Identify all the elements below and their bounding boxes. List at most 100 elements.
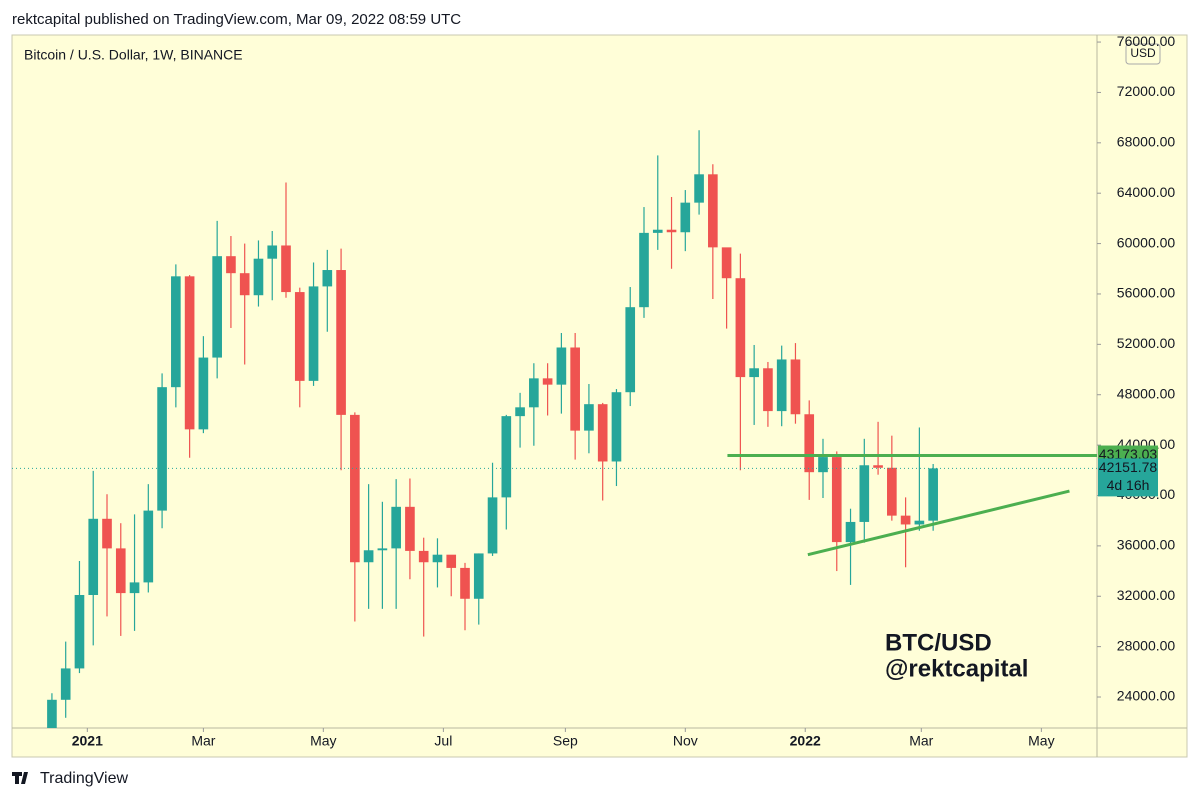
- candle-body: [460, 567, 470, 599]
- candle-body: [391, 506, 401, 549]
- candle-body: [611, 392, 622, 462]
- candle-body: [350, 414, 360, 563]
- candle-body: [597, 404, 608, 462]
- candle-body: [556, 347, 567, 385]
- y-tick-label: 24000.00: [1117, 688, 1176, 704]
- candle-body: [487, 497, 498, 554]
- candle-body: [708, 174, 718, 248]
- candle-body: [322, 270, 333, 287]
- candle-body: [267, 245, 278, 259]
- last-price-label: 42151.78: [1099, 459, 1158, 475]
- y-tick-label: 48000.00: [1117, 385, 1176, 401]
- unit-box: [1125, 43, 1161, 65]
- candle-body: [308, 286, 319, 381]
- candle-body: [171, 276, 181, 388]
- candle-body: [143, 510, 154, 583]
- y-tick-label: 68000.00: [1117, 134, 1176, 150]
- y-tick-label: 56000.00: [1117, 285, 1176, 301]
- candle-body: [88, 518, 99, 595]
- candle-body: [776, 359, 787, 412]
- x-tick-label: Jul: [434, 733, 452, 749]
- candle-body: [749, 368, 759, 378]
- candle-body: [184, 276, 195, 430]
- candle-body: [157, 387, 167, 511]
- x-tick-label: 2022: [790, 733, 821, 749]
- level-label: 43173.03: [1099, 446, 1158, 462]
- candle-body: [212, 256, 222, 358]
- candle-body: [294, 292, 305, 381]
- x-tick-label: May: [1028, 733, 1054, 749]
- candle-body: [639, 232, 649, 308]
- candle-body: [845, 521, 856, 543]
- candle-body: [363, 550, 374, 563]
- candle-body: [198, 357, 209, 430]
- candle-body: [239, 273, 250, 296]
- candle-body: [831, 457, 842, 543]
- candle-body: [900, 515, 911, 525]
- candle-body: [735, 278, 746, 378]
- candle-body: [818, 457, 828, 473]
- candle-body: [446, 554, 457, 568]
- candle-body: [694, 174, 704, 203]
- candle-body: [763, 368, 773, 412]
- y-tick-label: 28000.00: [1117, 637, 1176, 653]
- footer-text: TradingView: [40, 770, 128, 787]
- x-tick-label: Nov: [673, 733, 698, 749]
- candle-body: [501, 416, 512, 498]
- header: rektcapital published on TradingView.com…: [12, 11, 461, 28]
- candle-body: [515, 407, 525, 417]
- candle-body: [859, 465, 870, 522]
- y-tick-label: 32000.00: [1117, 587, 1176, 603]
- plot-area: [12, 130, 1097, 728]
- candle-body: [418, 550, 429, 563]
- unit: USD: [1130, 46, 1156, 60]
- footer-logo: [12, 772, 28, 784]
- y-tick-label: 72000.00: [1117, 83, 1176, 99]
- x-tick-label: Sep: [553, 733, 578, 749]
- candle-body: [666, 229, 677, 233]
- candle-body: [652, 229, 663, 233]
- candle-body: [74, 594, 85, 669]
- x-tick-label: 2021: [72, 733, 103, 749]
- x-tick-label: Mar: [909, 733, 933, 749]
- trendline: [807, 489, 1070, 557]
- candle-body: [570, 347, 580, 431]
- candle-body: [887, 467, 897, 516]
- candle-body: [928, 468, 938, 521]
- annotation: @rektcapital: [885, 655, 1028, 682]
- candle-body: [60, 668, 71, 700]
- y-tick-label: 60000.00: [1117, 234, 1176, 250]
- candle-body: [721, 247, 732, 279]
- candle-body: [115, 548, 126, 594]
- x-tick-label: May: [310, 733, 336, 749]
- candle-body: [405, 506, 415, 551]
- countdown: 4d 16h: [1107, 477, 1150, 493]
- candle-body: [336, 270, 346, 415]
- candle-body: [102, 518, 112, 549]
- y-tick-label: 36000.00: [1117, 537, 1176, 553]
- candle-body: [281, 245, 291, 293]
- candle-body: [680, 202, 691, 233]
- candle-body: [790, 359, 801, 415]
- chart-title: Bitcoin / U.S. Dollar, 1W, BINANCE: [24, 47, 243, 63]
- candle-body: [542, 378, 553, 385]
- annotation: BTC/USD: [885, 629, 992, 656]
- candle-body: [432, 554, 443, 563]
- y-tick-label: 64000.00: [1117, 184, 1176, 200]
- last-price-box: [1098, 458, 1158, 497]
- candle-body: [914, 520, 925, 525]
- x-tick-label: Mar: [191, 733, 215, 749]
- y-tick-label: 52000.00: [1117, 335, 1176, 351]
- candle-body: [625, 307, 636, 393]
- candle-body: [47, 699, 57, 728]
- candle-body: [253, 258, 264, 296]
- y-tick-label: 76000.00: [1117, 33, 1176, 49]
- candle-body: [129, 582, 140, 594]
- candle-body: [584, 404, 594, 431]
- candle-body: [873, 465, 883, 468]
- candle-body: [529, 378, 539, 408]
- candle-body: [473, 553, 484, 599]
- candle-body: [226, 256, 236, 274]
